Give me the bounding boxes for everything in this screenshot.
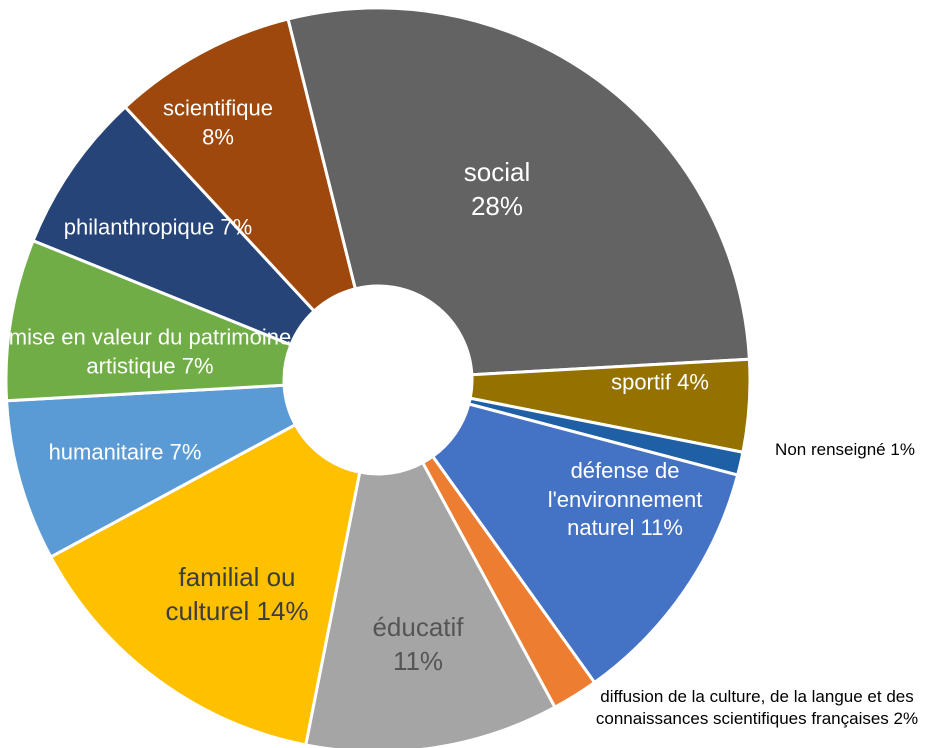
category-label: scientifique xyxy=(162,95,274,121)
value-label: 28% xyxy=(470,191,524,221)
slice-label: humanitaire 7% xyxy=(5,439,245,468)
slice-label: diffusion de la culture, de la langue et… xyxy=(577,686,933,730)
slice-label: scientifique 8% xyxy=(128,94,308,151)
value-label: 4% xyxy=(677,369,709,395)
value-label: 11% xyxy=(392,646,444,676)
slice-label: philanthropique 7% xyxy=(48,214,268,243)
category-label: sportif xyxy=(611,369,671,395)
slice-label: mise en valeur du patrimoine artistique … xyxy=(5,323,295,380)
category-label: humanitaire xyxy=(48,439,164,465)
category-label: défense de l'environnement naturel xyxy=(547,458,703,541)
value-label: 14% xyxy=(256,596,309,626)
slice-label: éducatif 11% xyxy=(343,611,493,679)
value-label: 2% xyxy=(893,709,919,728)
slice xyxy=(123,17,358,314)
category-label: éducatif xyxy=(372,612,464,643)
category-label: mise en valeur du patrimoine artistique xyxy=(8,324,292,378)
slice-label: familial ou culturel 14% xyxy=(147,561,327,629)
category-label: Non renseigné xyxy=(775,439,886,459)
value-label: 8% xyxy=(202,124,234,149)
slice xyxy=(286,6,752,377)
category-label: social xyxy=(463,157,531,188)
slice-label: défense de l'environnement naturel 11% xyxy=(525,457,725,543)
slice xyxy=(430,402,740,685)
value-label: 7% xyxy=(181,353,214,378)
category-label: familial ou culturel xyxy=(165,562,296,626)
slice xyxy=(4,238,293,403)
value-label: 11% xyxy=(640,515,683,541)
slice-label: Non renseigné 1% xyxy=(745,439,933,461)
slice-label: sportif 4% xyxy=(570,369,750,398)
slice xyxy=(4,383,298,559)
slice-label: social 28% xyxy=(432,156,562,224)
value-label: 7% xyxy=(169,439,202,465)
slice xyxy=(303,460,557,748)
value-label: 7% xyxy=(220,214,253,240)
slice xyxy=(48,422,362,747)
category-label: philanthropique xyxy=(63,214,215,240)
value-label: 1% xyxy=(890,439,915,459)
category-label: diffusion de la culture, de la langue et… xyxy=(595,686,914,728)
slice xyxy=(31,104,317,347)
